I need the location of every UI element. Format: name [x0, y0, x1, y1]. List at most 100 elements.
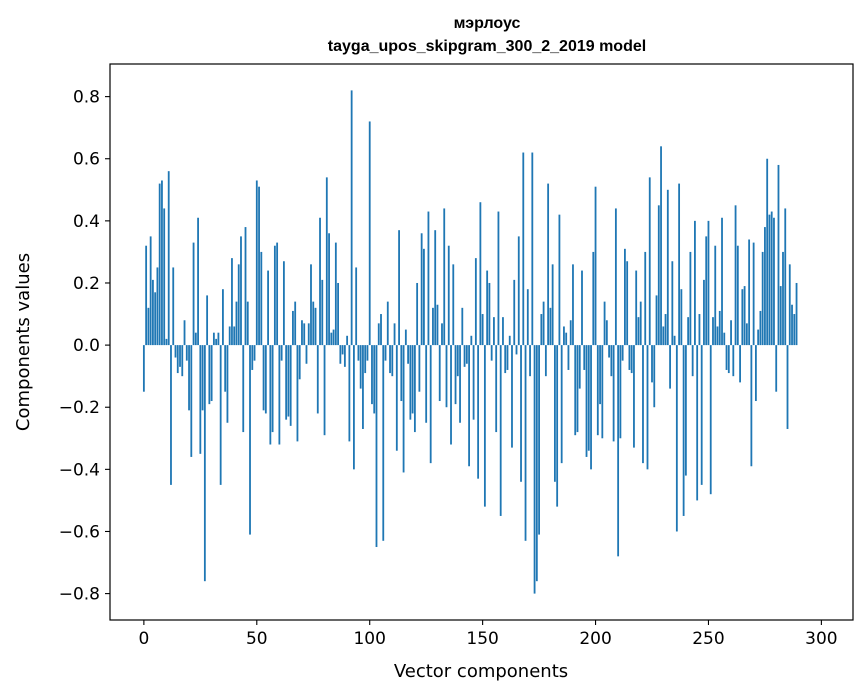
bar	[585, 345, 588, 457]
bar	[646, 345, 649, 470]
bar	[362, 345, 364, 429]
bar	[172, 267, 175, 346]
bar	[174, 345, 177, 358]
bar	[461, 307, 464, 346]
bar	[511, 345, 513, 448]
bar	[170, 345, 172, 485]
bar	[524, 345, 527, 541]
bar	[161, 180, 163, 346]
bar	[307, 323, 310, 346]
bar	[156, 267, 159, 346]
bar	[242, 345, 245, 433]
bar	[639, 301, 642, 346]
x-tick-label: 50	[246, 629, 268, 649]
bar	[253, 345, 256, 361]
bar	[468, 345, 470, 467]
bar	[499, 345, 502, 516]
bar	[757, 329, 760, 346]
bar	[255, 180, 258, 346]
bar	[479, 202, 482, 346]
bar	[718, 310, 721, 346]
bar	[578, 345, 581, 389]
bar	[773, 217, 775, 346]
bar	[425, 345, 428, 423]
bar	[158, 183, 161, 346]
bar	[413, 345, 416, 433]
bar	[610, 345, 613, 377]
bar	[777, 164, 780, 346]
bar	[477, 345, 480, 479]
bar	[298, 345, 301, 380]
bar	[165, 338, 168, 346]
bar	[782, 251, 784, 346]
bar	[660, 146, 662, 346]
bar	[192, 242, 195, 346]
y-tick-label: 0.4	[73, 212, 100, 232]
bar	[359, 345, 362, 389]
bar	[529, 345, 531, 377]
bar	[689, 251, 692, 346]
bar	[739, 345, 741, 383]
bar	[316, 345, 319, 414]
bar	[675, 345, 678, 532]
bar	[459, 345, 461, 423]
bar	[222, 289, 224, 346]
bar	[319, 217, 321, 346]
bar	[427, 211, 430, 346]
bar	[664, 314, 667, 346]
bar	[637, 317, 640, 346]
bar	[321, 279, 324, 346]
bar	[233, 326, 236, 346]
bar	[743, 286, 746, 346]
bar	[712, 317, 714, 346]
bar	[574, 345, 577, 436]
bar	[303, 323, 306, 346]
bar	[353, 345, 355, 470]
bar	[400, 345, 403, 402]
bar	[775, 345, 778, 392]
bar	[201, 345, 204, 411]
bar	[330, 332, 333, 346]
bar	[199, 345, 202, 454]
bar	[581, 270, 583, 346]
bar	[531, 152, 534, 346]
bar	[716, 326, 719, 346]
bar	[621, 345, 624, 361]
bar	[188, 345, 190, 411]
bar	[217, 332, 220, 346]
bar	[355, 267, 358, 346]
x-tick-label: 150	[466, 629, 498, 649]
bar	[483, 345, 486, 507]
bar	[721, 217, 723, 346]
bar	[436, 304, 439, 346]
bar	[682, 345, 685, 516]
bar	[154, 292, 157, 346]
bar	[231, 258, 233, 346]
bar	[709, 345, 712, 495]
bar	[368, 121, 371, 346]
bar	[614, 208, 617, 346]
bar	[273, 245, 276, 346]
bar	[669, 345, 671, 389]
bar	[240, 236, 242, 346]
bar	[673, 335, 676, 346]
bar	[364, 345, 367, 374]
bar	[409, 345, 412, 420]
bar	[576, 345, 579, 433]
bar	[553, 345, 556, 482]
bar	[730, 320, 732, 346]
bar	[142, 345, 145, 392]
bar	[795, 282, 798, 346]
bar	[592, 251, 595, 346]
bar	[357, 345, 360, 361]
bar	[350, 90, 353, 346]
bar	[596, 345, 599, 436]
bar	[490, 345, 493, 361]
bar	[294, 301, 297, 346]
bar	[289, 345, 292, 426]
bar	[456, 345, 459, 377]
bar	[678, 183, 681, 346]
bar	[384, 345, 387, 361]
bar	[280, 345, 283, 361]
bar	[700, 345, 703, 485]
